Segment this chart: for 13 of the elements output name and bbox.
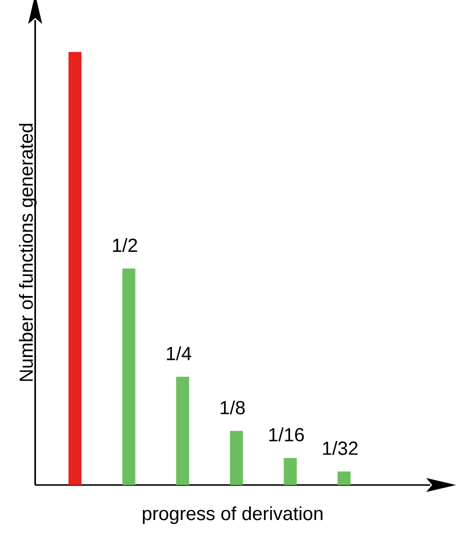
data-label: 1/2	[113, 238, 138, 252]
bar	[68, 52, 82, 485]
bar	[338, 471, 351, 485]
bar	[176, 376, 190, 485]
bar	[284, 458, 297, 485]
x-axis-title: progress of derivation	[142, 506, 322, 524]
data-label: 1/16	[269, 428, 304, 442]
bar	[230, 430, 243, 485]
data-label: 1/32	[323, 441, 358, 455]
y-axis-title: Number of functions generated	[18, 124, 37, 381]
data-label: 1/4	[166, 346, 192, 360]
bar	[122, 268, 136, 485]
data-label: 1/8	[220, 400, 245, 414]
